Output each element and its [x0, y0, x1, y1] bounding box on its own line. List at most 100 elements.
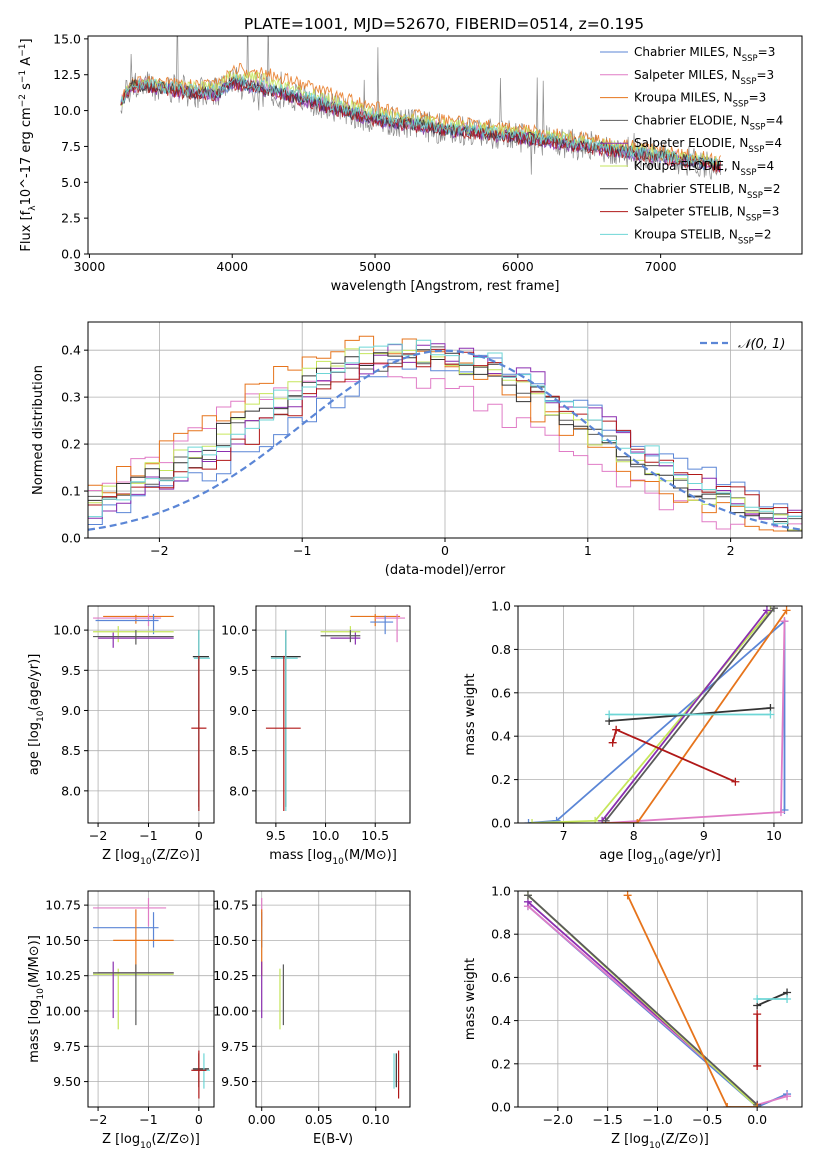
panel-age_vs_Z: −2 −1 0 8.0 8.5 9.0 9.5 10.0 Z [log10(Z/Z⊙)] age … [27, 605, 215, 867]
plot-area [120, 36, 722, 180]
y-tick-label: 0.0 [491, 1100, 511, 1115]
axes-frame [87, 605, 215, 824]
error-bar-point [193, 1053, 210, 1089]
y-tick-label: 0.2 [61, 437, 81, 452]
x-tick-label: −1 [293, 543, 311, 558]
y-tick-label: 9.0 [61, 703, 81, 718]
x-axis-label: Z [log10(Z/Z⊙)] [102, 848, 200, 867]
legend-label: 𝒩(0, 1) [738, 337, 785, 352]
y-tick-label: 0.2 [491, 1056, 511, 1071]
axes-frame [255, 605, 411, 824]
x-tick-label: 10 [766, 828, 782, 843]
legend-label: Salpeter STELIB, NSSP=3 [634, 205, 779, 224]
x-tick-label: 9.5 [266, 828, 286, 843]
x-tick-label: 6000 [502, 259, 534, 274]
mass-weight-marker [524, 819, 533, 823]
y-tick-label: 10.75 [45, 898, 81, 913]
x-tick-label: −2.0 [543, 1112, 573, 1127]
panel-age_vs_mass: 9.5 10.0 10.5 8.0 8.5 9.0 9.5 10.0 mass [log10(M… [221, 605, 411, 867]
y-tick-label: 5.0 [61, 175, 81, 190]
error-bar-point [191, 655, 207, 811]
mass-weight-marker [782, 606, 791, 615]
plot-area [93, 898, 210, 1099]
axes-frame [255, 890, 411, 1108]
x-tick-label: −1.0 [642, 1112, 672, 1127]
y-tick-label: 10.0 [221, 623, 249, 638]
y-tick-label: 8.5 [61, 743, 81, 758]
mass-weight-line [528, 619, 786, 823]
x-tick-label: 10.0 [312, 828, 340, 843]
mass-weight-marker [623, 891, 632, 900]
y-axis-label: age [log10(age/yr)] [27, 654, 46, 776]
x-tick-label: −0.5 [692, 1112, 722, 1127]
y-axis-label: mass weight [463, 673, 478, 755]
plot-area [88, 335, 802, 532]
y-tick-label: 15.0 [53, 31, 81, 46]
y-tick-label: 1.0 [491, 884, 511, 899]
x-tick-label: 1 [584, 543, 592, 558]
y-tick-label: 10.50 [213, 933, 249, 948]
y-tick-label: 9.75 [221, 1039, 249, 1054]
error-bar-point [193, 630, 210, 811]
mass-weight-marker [783, 1092, 792, 1101]
mass-weight-marker [766, 710, 775, 719]
mass-weight-marker [601, 816, 610, 823]
histogram-step [88, 339, 802, 525]
error-bar-point [93, 912, 159, 948]
x-tick-label: 0.05 [305, 1112, 333, 1127]
legend-label: Kroupa STELIB, NSSP=2 [634, 227, 772, 246]
y-tick-label: 9.5 [229, 663, 249, 678]
y-tick-label: 10.00 [213, 1004, 249, 1019]
y-tick-label: 9.5 [61, 663, 81, 678]
x-axis-label: age [log10(age/yr)] [599, 848, 721, 867]
mass-weight-marker [776, 808, 785, 817]
x-tick-label: 0.0 [747, 1112, 767, 1127]
x-tick-label: −1 [139, 828, 157, 843]
histogram-step [88, 363, 802, 530]
mass-weight-marker [780, 617, 789, 626]
mass-weight-marker [591, 816, 600, 823]
error-bar-point [320, 626, 361, 639]
y-tick-label: 0.6 [491, 970, 511, 985]
error-bar-point [113, 909, 174, 976]
mass-weight-line [527, 894, 758, 1106]
mass-weight-line [626, 894, 758, 1107]
mass-weight-marker [769, 606, 778, 613]
x-tick-label: −1 [139, 1112, 157, 1127]
histogram-step [88, 354, 802, 525]
y-axis-label: mass weight [463, 958, 478, 1040]
y-tick-label: 10.75 [213, 898, 249, 913]
y-tick-label: 0.6 [491, 685, 511, 700]
x-tick-label: 2 [727, 543, 735, 558]
y-axis-label: mass [log10(M/M⊙)] [27, 935, 46, 1063]
x-tick-label: 0 [195, 1112, 203, 1127]
y-tick-label: 0.4 [61, 343, 81, 358]
y-tick-label: 0.0 [491, 816, 511, 831]
mass-weight-marker [612, 725, 621, 734]
error-bar-point [375, 614, 406, 643]
legend-label: Chabrier MILES, NSSP=3 [634, 45, 775, 64]
y-tick-label: 8.0 [229, 783, 249, 798]
plot-area [261, 898, 400, 1099]
y-tick-label: 0.1 [61, 484, 81, 499]
x-axis-label: Z [log10(Z/Z⊙)] [611, 1132, 709, 1151]
mass-weight-line [531, 609, 772, 823]
x-tick-label: 7 [560, 828, 568, 843]
x-tick-label: −2 [89, 828, 107, 843]
model-spectrum-line [120, 73, 722, 169]
y-tick-label: 9.0 [229, 703, 249, 718]
y-tick-label: 10.50 [45, 933, 81, 948]
mass-weight-marker [753, 1103, 762, 1107]
error-bar-point [93, 898, 167, 927]
plot-area [93, 614, 210, 811]
error-bar-point [370, 615, 394, 635]
x-axis-label: mass [log10(M/M⊙)] [269, 848, 397, 867]
y-axis-label: Flux [fλ10^-17 erg cm−2 s−1 A−1] [18, 38, 38, 251]
y-tick-label: 10.0 [53, 103, 81, 118]
x-tick-label: 7000 [645, 259, 677, 274]
x-axis-label: (data-model)/error [385, 563, 506, 578]
x-tick-label: 3000 [74, 259, 106, 274]
panel-mass_weight_vs_age: 7 8 9 10 0.0 0.2 0.4 0.6 0.8 1.0 age [log10(age/yr… [463, 599, 803, 867]
legend-label: Kroupa MILES, NSSP=3 [634, 91, 766, 110]
y-tick-label: 2.5 [61, 211, 81, 226]
